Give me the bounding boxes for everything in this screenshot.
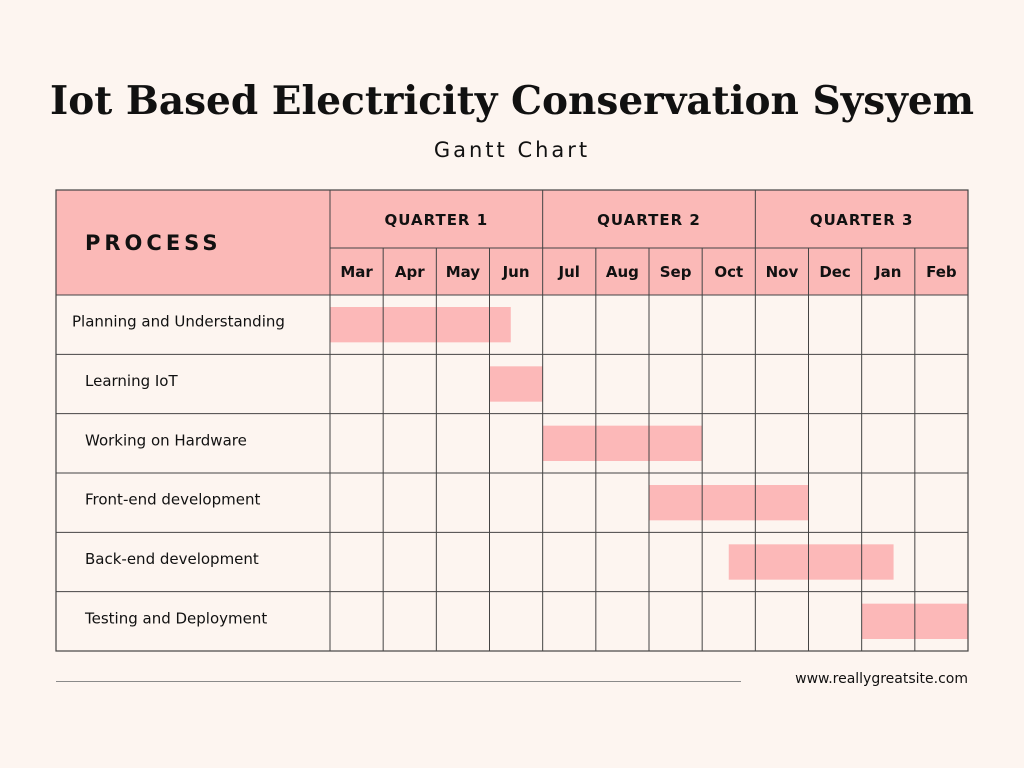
month-label: Jan bbox=[874, 263, 901, 281]
month-label: Jun bbox=[502, 263, 530, 281]
task-label: Learning IoT bbox=[85, 372, 178, 390]
quarter-label: QUARTER 3 bbox=[810, 211, 914, 229]
month-label: Dec bbox=[819, 263, 851, 281]
month-label: Sep bbox=[660, 263, 692, 281]
task-bar-3 bbox=[542, 425, 703, 461]
month-label: Oct bbox=[714, 263, 743, 281]
task-label: Working on Hardware bbox=[85, 431, 247, 449]
task-bar-4 bbox=[649, 485, 809, 521]
month-label: Nov bbox=[766, 263, 799, 281]
task-label: Testing and Deployment bbox=[84, 609, 267, 627]
task-label: Front-end development bbox=[85, 491, 260, 509]
footer-divider bbox=[56, 681, 741, 682]
task-bar-5 bbox=[728, 544, 894, 580]
footer-url: www.reallygreatsite.com bbox=[795, 671, 968, 687]
quarter-label: QUARTER 2 bbox=[597, 211, 701, 229]
process-header: PROCESS bbox=[85, 231, 221, 255]
month-label: Feb bbox=[926, 263, 957, 281]
month-label: Apr bbox=[395, 263, 425, 281]
task-bar-2 bbox=[489, 366, 543, 402]
month-label: May bbox=[446, 263, 481, 281]
chart-subtitle: Gantt Chart bbox=[433, 138, 591, 162]
table-border bbox=[55, 189, 969, 652]
month-label: Aug bbox=[606, 263, 639, 281]
task-bar-1 bbox=[330, 307, 511, 343]
quarter-label: QUARTER 1 bbox=[385, 211, 489, 229]
task-label: Back-end development bbox=[85, 550, 259, 568]
chart-title: Iot Based Electricity Conservation Sysye… bbox=[50, 78, 974, 124]
month-label: Jul bbox=[558, 263, 580, 281]
month-label: Mar bbox=[340, 263, 373, 281]
task-label: Planning and Understanding bbox=[72, 313, 285, 331]
header-background bbox=[56, 190, 968, 295]
